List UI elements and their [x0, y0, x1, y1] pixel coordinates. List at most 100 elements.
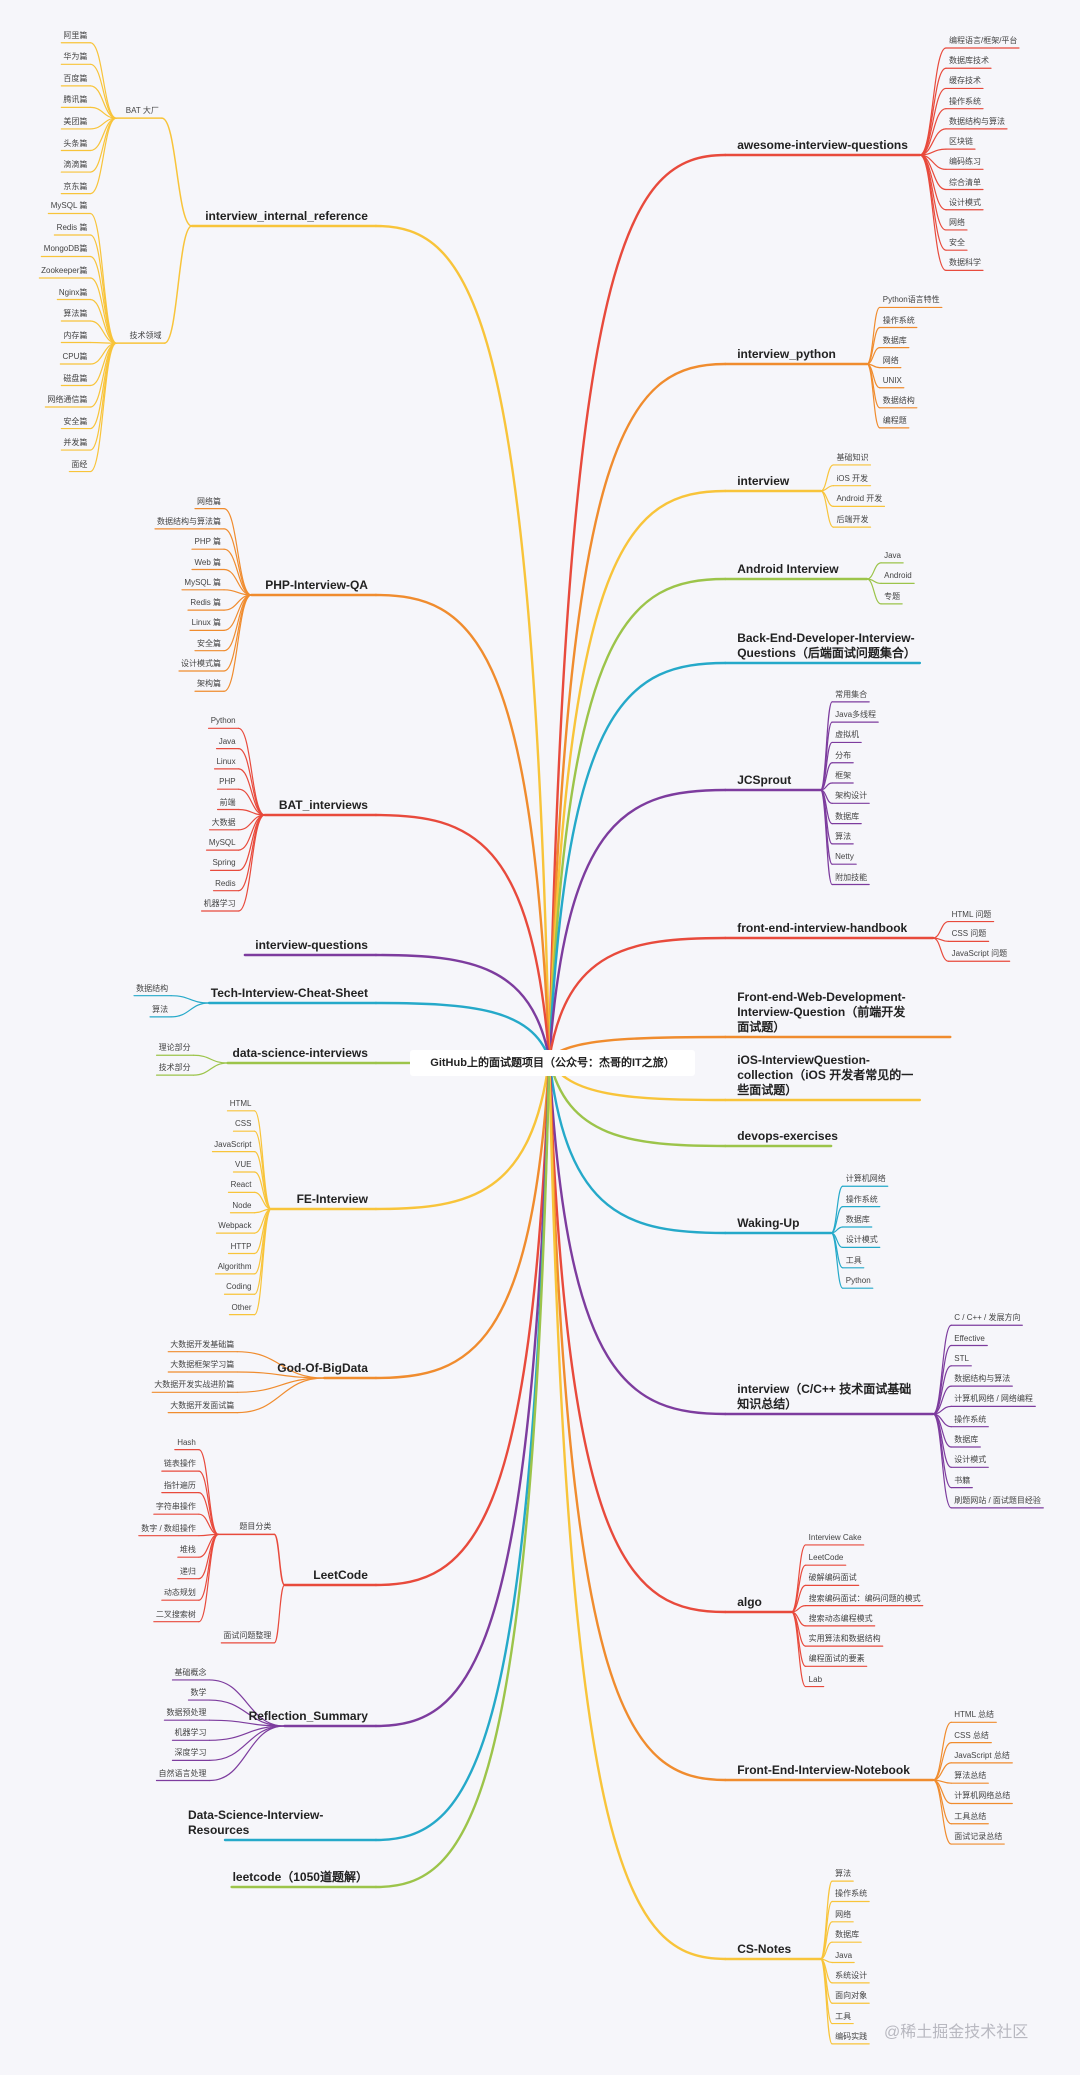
leaf-node: 头条篇 [63, 138, 88, 148]
leaf-node: VUE [235, 1159, 252, 1169]
branch-node: Reflection_Summary [248, 1708, 368, 1723]
child-connector [89, 234, 118, 344]
leaf-node: 编程面试的要素 [808, 1654, 865, 1664]
leaf-node: 分布 [835, 750, 852, 760]
branch-node: CS-Notes [737, 1941, 792, 1956]
leaf-node: 数据库 [835, 811, 860, 821]
leaf-node: 理论部分 [158, 1043, 191, 1053]
leaf-node: 数据结构与算法篇 [157, 516, 222, 526]
child-connector [253, 1208, 272, 1316]
child-connector [208, 1699, 286, 1727]
branch-connector [374, 1057, 551, 1211]
leaf-node: MySQL 篇 [184, 577, 222, 587]
child-connector [192, 1054, 229, 1064]
leaf-node: 操作系统 [882, 315, 915, 325]
branch-connector [548, 489, 727, 1061]
leaf-node: Linux 篇 [191, 618, 222, 628]
leaf-node: 面试问题整理 [223, 1630, 272, 1640]
leaf-node: 操作系统 [845, 1194, 878, 1204]
leaf-node: CSS 问题 [951, 929, 987, 939]
leaf-node: 编码练习 [948, 157, 981, 167]
child-connector [223, 594, 253, 672]
branch-node: FE-Interview [296, 1192, 368, 1207]
branch-node: Waking-Up [737, 1216, 800, 1231]
child-connector [89, 341, 118, 344]
leaf-node: Android [884, 571, 912, 581]
branch-connector [548, 788, 727, 1061]
child-connector [89, 117, 118, 173]
branch-connector [374, 953, 551, 1061]
leaf-node: 框架 [835, 771, 852, 781]
leaf-node: Python [210, 716, 236, 726]
leaf-node: 数据库 [954, 1435, 979, 1444]
branch-node: interview_python [737, 346, 836, 361]
watermark: @稀土掘金技术社区 [884, 2024, 1029, 2041]
leaf-node: Lab [808, 1674, 823, 1684]
leaf-node: 缓存技术 [948, 76, 981, 86]
child-connector [198, 1533, 219, 1601]
leaf-node: 滴滴篇 [63, 160, 88, 170]
leaf-node: 递归 [179, 1566, 196, 1576]
branch-node: JCSprout [737, 772, 792, 787]
branch-node: leetcode（1050道题解） [232, 1870, 368, 1885]
leaf-node: HTML 总结 [954, 1710, 994, 1720]
branch-node: Data-Science-Interview-Resources [187, 1807, 324, 1837]
leaf-node: 机器学习 [174, 1728, 207, 1738]
leaf-node: 数据库技术 [948, 56, 989, 66]
leaf-node: Coding [226, 1282, 252, 1292]
leaf-node: 架构设计 [835, 791, 868, 801]
child-connector [830, 1232, 844, 1289]
leaf-node: 大数据 [211, 817, 236, 827]
child-connector [819, 789, 833, 886]
leaf-node: 安全篇 [63, 416, 88, 426]
child-connector [89, 117, 118, 195]
leaf-node: Java [835, 1950, 853, 1960]
leaf-node: Android 开发 [836, 494, 883, 504]
leaf-node: MySQL 篇 [50, 201, 88, 211]
leaf-node: Java多线程 [835, 710, 877, 720]
branch-node: God-Of-BigData [277, 1360, 368, 1375]
leaf-node: Redis [215, 878, 236, 888]
leaf-node: Redis 篇 [56, 222, 88, 232]
child-connector [89, 342, 118, 473]
leaf-node: 安全篇 [197, 638, 222, 648]
branch-connector [548, 936, 727, 1061]
branch-connector [374, 1057, 551, 1380]
leaf-node: 内存篇 [63, 330, 88, 340]
child-connector [208, 1725, 286, 1782]
branch-connector [548, 1057, 727, 1235]
leaf-node: 搜索编码面试：编码问题的模式 [808, 1593, 921, 1603]
child-connector [919, 47, 947, 156]
leaf-node: 技术部分 [158, 1063, 191, 1073]
leaf-node: 数字 / 数组操作 [141, 1523, 196, 1533]
child-connector [170, 995, 210, 1004]
branch-connector [548, 1057, 727, 1782]
child-connector [208, 1725, 286, 1762]
branch-node: LeetCode [313, 1568, 368, 1583]
branch-node: interview [737, 473, 790, 488]
branch-connector [548, 362, 727, 1061]
branch-node: data-science-interviews [232, 1045, 368, 1060]
child-connector [830, 1185, 844, 1234]
branch-connector [374, 813, 551, 1061]
child-connector [932, 1413, 952, 1489]
child-connector [819, 485, 835, 492]
leaf-node: 设计模式篇 [181, 658, 222, 668]
child-connector [866, 363, 881, 429]
leaf-node: 网络 [948, 217, 965, 227]
leaf-node: 网络篇 [197, 496, 222, 506]
leaf-node: STL [954, 1353, 969, 1363]
leaf-node: Zookeeper篇 [41, 265, 88, 275]
leaf-node: 大数据开发面试篇 [170, 1400, 235, 1410]
child-connector [89, 255, 118, 344]
leaf-node: 区块链 [948, 137, 973, 147]
leaf-node: 操作系统 [835, 1889, 868, 1899]
child-connector [198, 1513, 219, 1535]
leaf-node: 动态规划 [163, 1588, 196, 1598]
leaf-node: 操作系统 [954, 1414, 987, 1424]
child-connector [790, 1564, 807, 1613]
leaf-node: HTTP [230, 1241, 252, 1251]
branch-node: Android Interview [737, 562, 839, 577]
leaf-node: UNIX [882, 375, 902, 385]
branch-connector [548, 1057, 727, 1148]
